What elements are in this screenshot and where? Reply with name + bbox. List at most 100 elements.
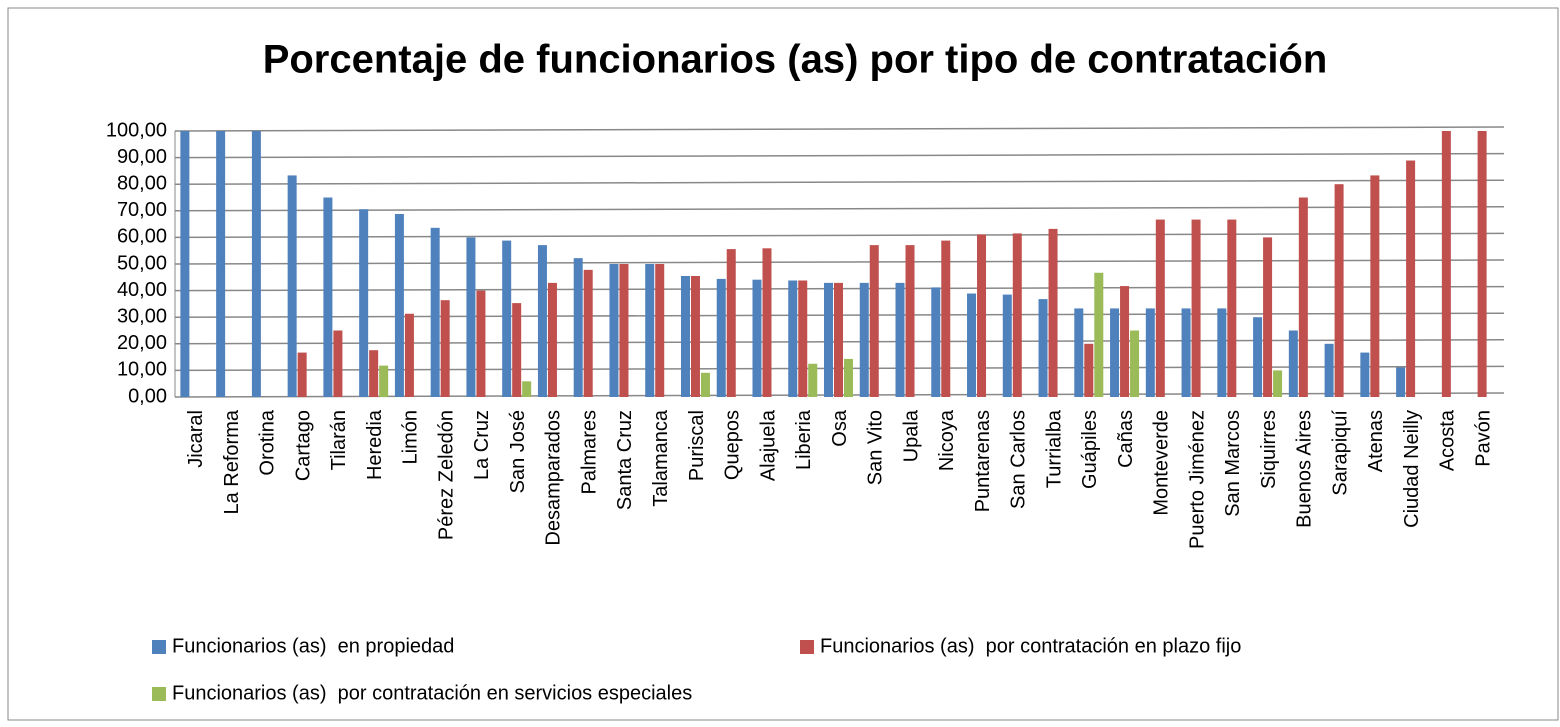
bar — [844, 358, 853, 397]
bar — [808, 363, 818, 397]
bar — [1155, 219, 1165, 397]
bar — [869, 245, 879, 397]
bar — [859, 282, 869, 397]
bar — [180, 131, 190, 397]
x-tick-label: Puriscal — [686, 410, 708, 481]
x-tick-label: Quepos — [722, 410, 744, 480]
y-tick-label: 10,00 — [117, 359, 167, 381]
x-tick-label: Sarapiquí — [1329, 410, 1351, 496]
y-tick-label: 60,00 — [117, 226, 167, 248]
grid-line — [174, 126, 1505, 132]
y-tick-label: 30,00 — [117, 305, 167, 327]
grid-line — [174, 179, 1505, 185]
bar — [895, 282, 905, 397]
bar — [522, 381, 532, 397]
bar — [1298, 197, 1308, 397]
bar — [619, 264, 629, 397]
bar — [680, 275, 690, 397]
bar — [287, 175, 297, 397]
bar — [690, 275, 700, 397]
y-tick-label: 50,00 — [117, 252, 167, 274]
legend-label: Funcionarios (as) en propiedad — [172, 635, 454, 657]
x-tick-label: Limón — [400, 410, 422, 464]
bar — [1288, 330, 1298, 397]
bar — [752, 279, 762, 397]
bar — [379, 365, 389, 397]
bar — [502, 240, 512, 397]
x-tick-label: San Marcos — [1222, 410, 1244, 517]
bar — [1084, 343, 1094, 397]
bar — [834, 282, 843, 397]
bar — [476, 290, 486, 397]
x-tick-label: Turrialba — [1043, 409, 1065, 488]
x-tick-label: San Carlos — [1008, 410, 1030, 509]
bar — [967, 293, 977, 397]
y-tick-label: 100,00 — [106, 119, 167, 141]
bar — [1191, 219, 1201, 397]
bar — [1406, 160, 1416, 397]
x-tick-label: Nicoya — [936, 409, 958, 471]
bar — [931, 287, 941, 397]
x-tick-label: Desamparados — [543, 410, 565, 546]
bar — [404, 313, 414, 397]
bar — [645, 264, 655, 397]
x-tick-label: Heredia — [364, 409, 386, 480]
bar — [716, 278, 726, 397]
x-tick-label: Alajuela — [757, 409, 779, 481]
x-tick-label: Monteverde — [1151, 410, 1173, 516]
bar — [1094, 272, 1104, 397]
grid-line — [174, 152, 1505, 159]
bar — [512, 303, 522, 397]
bar — [1441, 131, 1451, 397]
x-tick-label: Puntarenas — [972, 410, 994, 512]
bar — [655, 264, 665, 397]
y-tick-label: 0,00 — [128, 385, 167, 407]
bar — [1253, 317, 1263, 397]
x-tick-label: San José — [507, 410, 529, 493]
x-tick-label: Liberia — [793, 409, 815, 470]
bar — [323, 197, 333, 397]
x-tick-label: Pavón — [1472, 410, 1494, 467]
legend-swatch — [152, 640, 166, 654]
bar — [359, 209, 369, 397]
x-tick-label: Tilarán — [328, 410, 350, 470]
bar — [1273, 370, 1283, 397]
bar — [1110, 308, 1120, 397]
bar — [1263, 237, 1273, 397]
x-tick-label: Puerto Jiménez — [1186, 410, 1208, 549]
bar — [1145, 308, 1155, 397]
x-tick-label: Cartago — [292, 410, 314, 481]
bar — [394, 213, 404, 397]
bar — [466, 237, 476, 397]
bar — [1360, 352, 1370, 397]
bar — [1370, 175, 1380, 397]
legend-swatch — [800, 640, 814, 654]
bar — [583, 269, 593, 397]
x-tick-label: Santa Cruz — [614, 410, 636, 510]
grid-line — [174, 206, 1505, 212]
x-tick-label: Upala — [900, 409, 922, 462]
bar — [1012, 233, 1022, 397]
x-tick-label: San Vito — [865, 410, 887, 485]
bar — [1396, 367, 1406, 397]
x-tick-label: Guápiles — [1079, 410, 1101, 489]
x-tick-label: Talamanca — [650, 409, 672, 507]
bar — [333, 330, 343, 397]
bar — [1217, 308, 1227, 397]
x-tick-label: Ciudad Neilly — [1401, 410, 1423, 528]
bar — [977, 234, 987, 397]
bar — [1120, 286, 1130, 397]
bar — [297, 352, 307, 397]
bar — [1048, 228, 1058, 397]
x-tick-label: Orotina — [257, 409, 279, 475]
bar — [1181, 308, 1191, 397]
x-tick-label: Palmares — [578, 410, 600, 494]
legend-label: Funcionarios (as) por contratación en se… — [172, 682, 692, 704]
bar — [798, 280, 808, 397]
chart-title: Porcentaje de funcionarios (as) por tipo… — [263, 38, 1328, 82]
legend-swatch — [152, 687, 166, 701]
x-tick-label: Acosta — [1437, 409, 1459, 471]
x-tick-label: Siquirres — [1258, 410, 1280, 489]
bar — [726, 249, 736, 397]
